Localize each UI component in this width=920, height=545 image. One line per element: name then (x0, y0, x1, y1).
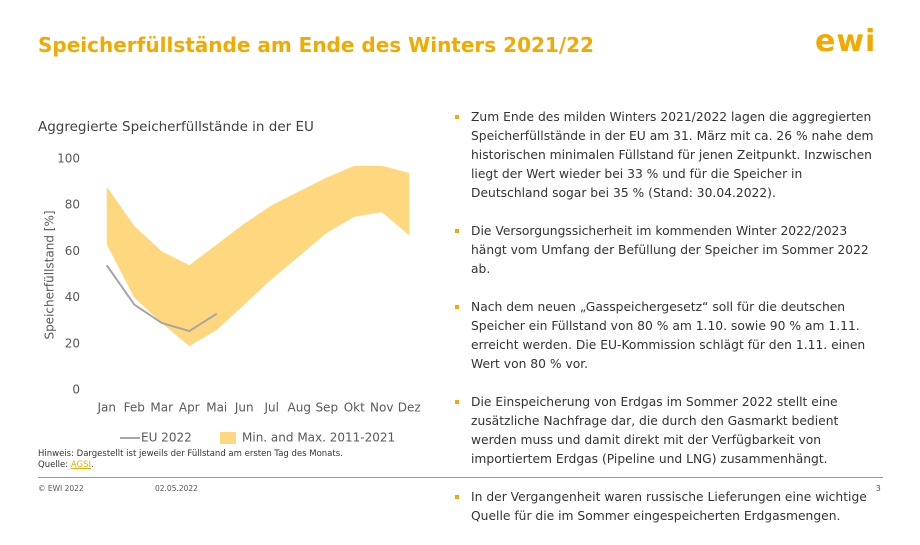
bullet: Die Versorgungssicherheit im kommenden W… (452, 222, 882, 279)
bullet: Die Einspeicherung von Erdgas im Sommer … (452, 393, 882, 469)
source-end: . (90, 460, 94, 470)
footer-copyright: © EWI 2022 (38, 484, 84, 493)
source-label: Quelle: (38, 460, 69, 470)
x-tick-label: Aug (288, 401, 311, 415)
x-tick-label: Okt (344, 401, 365, 415)
x-tick-label: Mai (206, 401, 227, 415)
y-tick-label: 100 (57, 152, 80, 166)
source: Quelle: AGSI. (38, 460, 343, 471)
x-tick-label: Dez (398, 401, 421, 415)
source-link[interactable]: AGSI (70, 460, 91, 470)
x-tick-label: Jan (97, 401, 117, 415)
slide: Speicherfüllstände am Ende des Winters 2… (38, 24, 883, 523)
y-tick-label: 0 (72, 383, 80, 397)
legend-label: Min. and Max. 2011-2021 (242, 431, 395, 445)
bullet: Zum Ende des milden Winters 2021/2022 la… (452, 108, 882, 203)
legend-swatch (220, 432, 236, 444)
y-axis-label: Speicherfüllstand [%] (43, 210, 57, 339)
bullet: Nach dem neuen „Gasspeichergesetz“ soll … (452, 298, 882, 374)
y-tick-label: 80 (65, 198, 80, 212)
bullet-list: Zum Ende des milden Winters 2021/2022 la… (452, 108, 882, 545)
note-text: Hinweis: Dargestellt ist jeweils der Fül… (38, 449, 343, 459)
y-tick-label: 20 (65, 336, 80, 350)
chart: Aggregierte Speicherfüllstände in der EU… (38, 119, 421, 445)
note: Hinweis: Dargestellt ist jeweils der Fül… (38, 449, 343, 471)
legend-label: EU 2022 (141, 431, 192, 445)
x-tick-label: Mar (150, 401, 173, 415)
chart-title: Aggregierte Speicherfüllstände in der EU (38, 119, 314, 135)
x-tick-label: Jul (264, 401, 279, 415)
footer-date: 02.05.2022 (155, 484, 198, 493)
x-tick-label: Apr (179, 401, 200, 415)
y-tick-label: 60 (65, 244, 80, 258)
footer-rule (38, 477, 883, 478)
x-tick-label: Jun (234, 401, 254, 415)
logo: ewi (815, 24, 877, 59)
series-line (105, 264, 218, 333)
x-tick-label: Feb (124, 401, 145, 415)
y-tick-label: 40 (65, 290, 80, 304)
slide-title: Speicherfüllstände am Ende des Winters 2… (38, 33, 594, 57)
bullet: In der Vergangenheit waren russische Lie… (452, 488, 882, 526)
footer-page: 3 (876, 484, 881, 493)
x-tick-label: Nov (370, 401, 393, 415)
x-tick-label: Sep (315, 401, 338, 415)
range-band (106, 165, 410, 347)
